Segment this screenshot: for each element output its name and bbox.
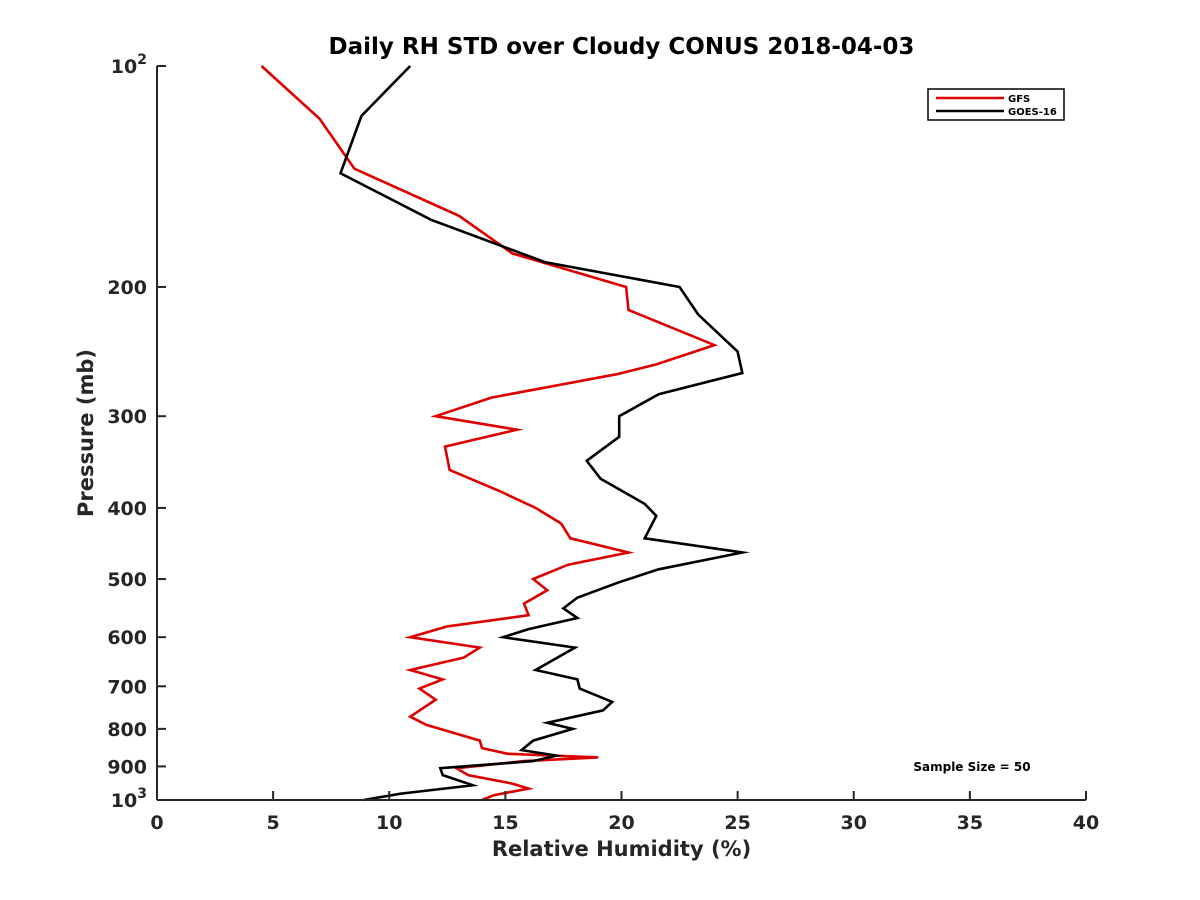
legend-label: GOES-16 — [1008, 107, 1057, 118]
y-tick-label: 200 — [107, 277, 147, 299]
x-axis-label: Relative Humidity (%) — [492, 837, 751, 861]
chart-title: Daily RH STD over Cloudy CONUS 2018-04-0… — [329, 34, 915, 60]
x-tick-label: 35 — [957, 812, 983, 834]
series-layer — [260, 65, 750, 802]
legend-box — [927, 88, 1065, 121]
y-tick-label: 900 — [107, 756, 147, 778]
x-tick-label: 10 — [376, 812, 402, 834]
y-tick-base: 10 — [111, 56, 137, 78]
series-line-gfs — [260, 65, 719, 802]
legend-label: GFS — [1008, 94, 1030, 105]
y-tick-label: 300 — [107, 406, 147, 428]
y-tick-label: 800 — [107, 719, 147, 741]
y-tick-label: 500 — [107, 569, 147, 591]
legend: GFS GOES-16 — [927, 88, 1065, 121]
axes-layer — [156, 66, 1086, 801]
x-ticks: 0 5 10 15 20 25 30 35 40 — [150, 791, 1099, 834]
x-tick-label: 25 — [724, 812, 750, 834]
y-tick-base: 10 — [111, 790, 137, 812]
y-tick-label: 700 — [107, 676, 147, 698]
x-tick-label: 15 — [492, 812, 518, 834]
sample-size-annotation: Sample Size = 50 — [913, 760, 1030, 774]
y-tick-exponent: 3 — [137, 786, 147, 802]
x-tick-label: 40 — [1073, 812, 1099, 834]
y-tick-exponent: 2 — [137, 52, 147, 68]
y-tick-label: 103 — [111, 786, 147, 812]
x-tick-label: 5 — [267, 812, 280, 834]
y-axis-label: Pressure (mb) — [74, 349, 98, 517]
x-tick-label: 20 — [608, 812, 634, 834]
y-tick-label: 600 — [107, 627, 147, 649]
series-line-goes-16 — [338, 65, 750, 802]
y-tick-label: 400 — [107, 498, 147, 520]
x-tick-label: 30 — [841, 812, 867, 834]
y-tick-label: 102 — [111, 52, 147, 78]
x-tick-label: 0 — [150, 812, 163, 834]
